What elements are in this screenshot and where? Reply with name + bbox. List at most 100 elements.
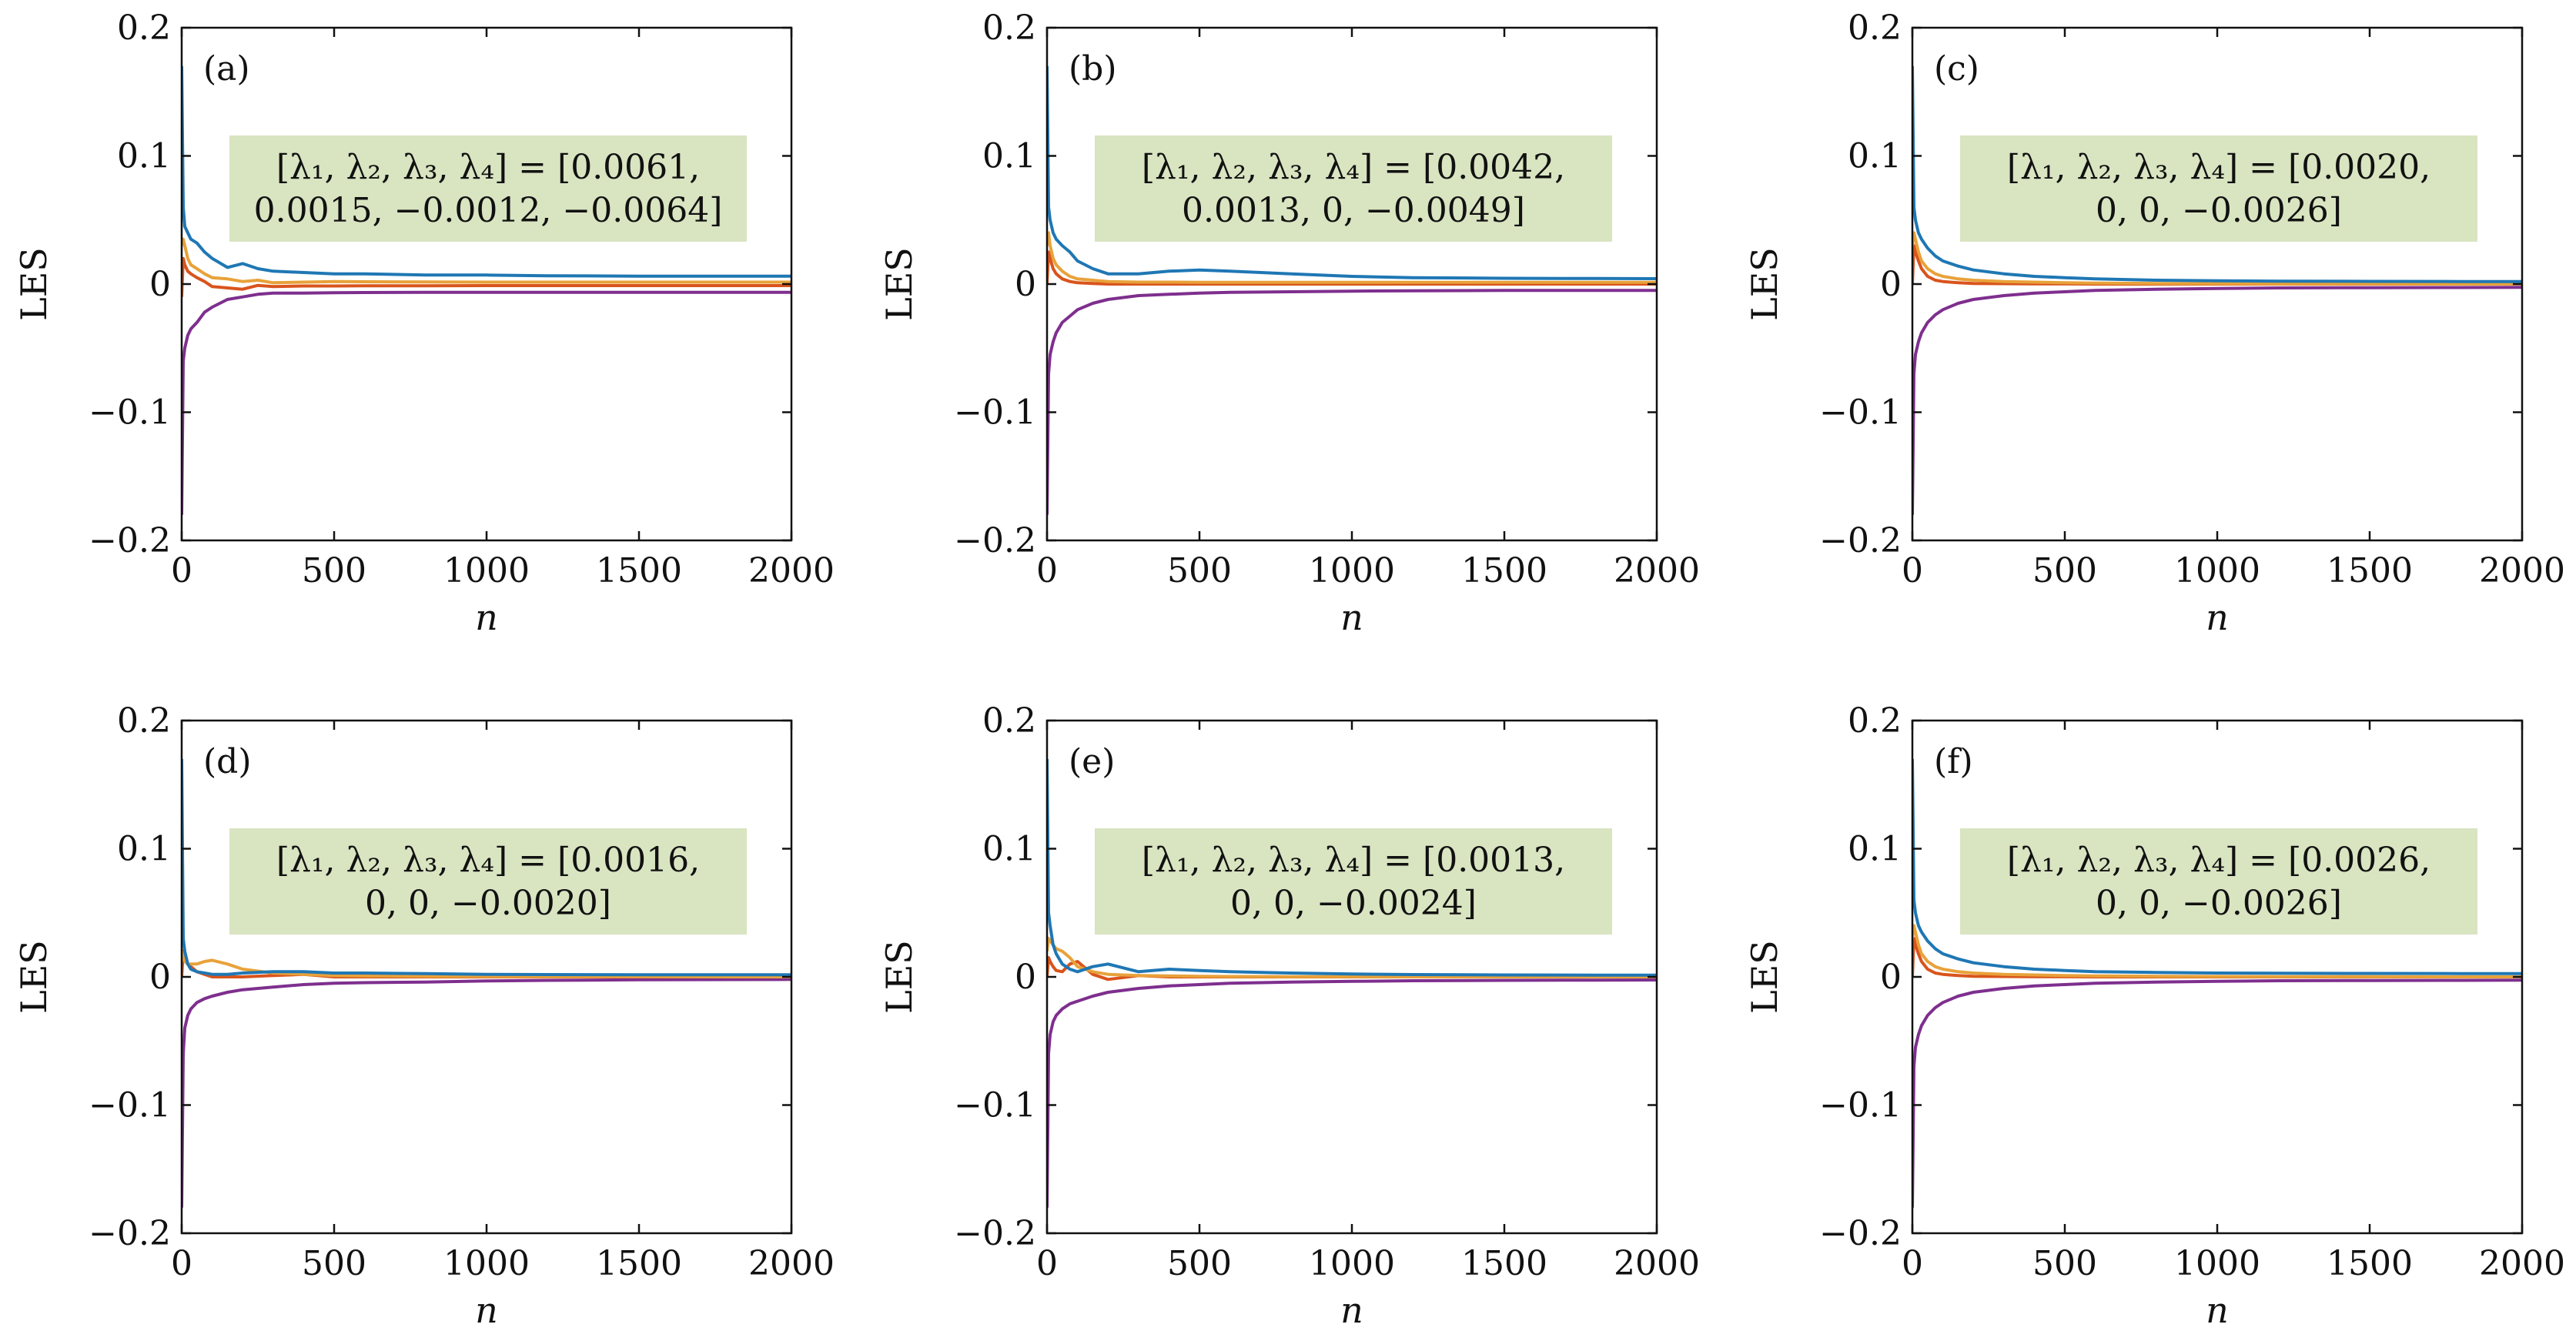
- series-line-3: [1047, 250, 1657, 286]
- series-line-4: [1047, 978, 1657, 1208]
- x-tick-label: 2000: [1614, 551, 1700, 590]
- y-tick-label: 0: [1015, 265, 1036, 304]
- y-tick-label: −0.1: [1819, 393, 1902, 433]
- x-tick-label: 0: [1902, 1244, 1923, 1283]
- series-line-4: [1912, 286, 2522, 515]
- panel-b: 0 500 1000 1500 2000 0.2 0.1 0 −0.1 −0.2 n LES (b) [λ…: [878, 8, 1700, 638]
- x-tick-label: 1000: [443, 1244, 530, 1283]
- exponents-annotation-line: 0, 0, −0.0020]: [365, 884, 611, 923]
- y-tick-label: 0: [1015, 958, 1036, 997]
- series-line-3: [182, 256, 791, 297]
- y-tick-label: 0.1: [982, 830, 1036, 869]
- series-line-4: [182, 978, 791, 1208]
- exponents-annotation-line: [λ₁, λ₂, λ₃, λ₄] = [0.0061,: [276, 148, 700, 187]
- series-line-4: [1047, 289, 1657, 515]
- exponents-annotation-box: [1960, 135, 2477, 242]
- exponents-annotation-box: [229, 828, 747, 935]
- exponents-annotation-line: [λ₁, λ₂, λ₃, λ₄] = [0.0020,: [2007, 148, 2430, 187]
- x-tick-label: 2000: [2479, 551, 2565, 590]
- series-line-3: [1912, 244, 2522, 286]
- x-axis-label: n: [1340, 597, 1363, 638]
- y-tick-label: 0.2: [117, 701, 171, 741]
- series-line-2: [182, 237, 791, 285]
- x-tick-label: 0: [171, 1244, 192, 1283]
- panel-c: 0 500 1000 1500 2000 0.2 0.1 0 −0.1 −0.2 n LES (c) [λ…: [1744, 8, 2565, 638]
- exponents-annotation-box: [1095, 135, 1612, 242]
- series-line-2: [1047, 231, 1657, 284]
- y-tick-label: 0.1: [117, 137, 171, 176]
- x-tick-label: 2000: [1614, 1244, 1700, 1283]
- y-tick-label: 0.1: [982, 137, 1036, 176]
- y-tick-label: 0.1: [117, 830, 171, 869]
- y-tick-label: −0.2: [1819, 1214, 1902, 1253]
- x-tick-label: 500: [2032, 1244, 2097, 1283]
- panel-label: (a): [203, 49, 250, 89]
- x-axis-label: n: [2206, 1289, 2229, 1331]
- x-tick-label: 500: [302, 551, 366, 590]
- exponents-annotation-line: [λ₁, λ₂, λ₃, λ₄] = [0.0026,: [2007, 841, 2430, 880]
- x-tick-label: 1500: [1461, 551, 1547, 590]
- y-tick-label: −0.1: [1819, 1086, 1902, 1125]
- x-tick-label: 0: [1902, 551, 1923, 590]
- exponents-annotation-line: [λ₁, λ₂, λ₃, λ₄] = [0.0042,: [1142, 148, 1565, 187]
- y-tick-label: 0.2: [982, 8, 1036, 48]
- panel-e: 0 500 1000 1500 2000 0.2 0.1 0 −0.1 −0.2 n LES (e) [λ…: [878, 701, 1700, 1331]
- exponents-annotation-box: [1960, 828, 2477, 935]
- panel-label: (e): [1069, 742, 1115, 781]
- series-line-2: [1912, 924, 2522, 978]
- exponents-annotation-line: 0, 0, −0.0024]: [1230, 884, 1477, 923]
- exponents-annotation-line: [λ₁, λ₂, λ₃, λ₄] = [0.0013,: [1142, 841, 1565, 880]
- y-tick-label: 0: [149, 958, 171, 997]
- y-axis-label: LES: [878, 940, 920, 1014]
- x-tick-label: 500: [1167, 551, 1232, 590]
- x-tick-label: 500: [2032, 551, 2097, 590]
- y-tick-label: 0: [149, 265, 171, 304]
- y-axis-label: LES: [1744, 940, 1785, 1014]
- x-tick-label: 1000: [443, 551, 530, 590]
- exponents-annotation-line: 0.0013, 0, −0.0049]: [1182, 191, 1525, 230]
- y-tick-label: 0.2: [1848, 8, 1902, 48]
- series-line-1: [182, 758, 791, 977]
- x-tick-label: 500: [302, 1244, 366, 1283]
- series-line-1: [1047, 65, 1657, 280]
- y-tick-label: 0.2: [117, 8, 171, 48]
- series-line-3: [1912, 937, 2522, 978]
- x-tick-label: 1000: [2174, 1244, 2260, 1283]
- x-tick-label: 2000: [748, 551, 835, 590]
- series-line-1: [1912, 65, 2522, 283]
- y-tick-label: 0: [1880, 958, 1902, 997]
- exponents-annotation-line: 0, 0, −0.0026]: [2096, 191, 2342, 230]
- y-tick-label: 0.2: [1848, 701, 1902, 741]
- x-tick-label: 1000: [1309, 551, 1395, 590]
- series-line-1: [1047, 758, 1657, 977]
- series-line-4: [182, 290, 791, 515]
- x-tick-label: 2000: [2479, 1244, 2565, 1283]
- panel-label: (b): [1069, 49, 1117, 89]
- y-tick-label: −0.2: [1819, 521, 1902, 560]
- panel-d: 0 500 1000 1500 2000 0.2 0.1 0 −0.1 −0.2 n LES (d) [λ…: [13, 701, 835, 1331]
- x-tick-label: 1500: [1461, 1244, 1547, 1283]
- panel-label: (c): [1934, 49, 1979, 89]
- exponents-annotation-line: 0.0015, −0.0012, −0.0064]: [254, 191, 723, 230]
- x-tick-label: 0: [1036, 551, 1058, 590]
- x-tick-label: 2000: [748, 1244, 835, 1283]
- x-axis-label: n: [1340, 1289, 1363, 1331]
- exponents-annotation-line: [λ₁, λ₂, λ₃, λ₄] = [0.0016,: [276, 841, 700, 880]
- y-tick-label: 0: [1880, 265, 1902, 304]
- panel-f: 0 500 1000 1500 2000 0.2 0.1 0 −0.1 −0.2 n LES (f) [λ…: [1744, 701, 2565, 1331]
- panel-a: 0 500 1000 1500 2000 0.2 0.1 0 −0.1 −0.2 n LES (a) [λ…: [13, 8, 835, 638]
- x-tick-label: 0: [171, 551, 192, 590]
- x-tick-label: 1500: [2327, 551, 2413, 590]
- y-tick-label: 0.1: [1848, 137, 1902, 176]
- y-tick-label: −0.2: [89, 1214, 171, 1253]
- panel-label: (f): [1934, 742, 1973, 781]
- y-axis-label: LES: [13, 247, 55, 321]
- x-axis-label: n: [475, 1289, 498, 1331]
- y-axis-label: LES: [13, 940, 55, 1014]
- y-tick-label: −0.2: [89, 521, 171, 560]
- series-line-1: [1912, 758, 2522, 975]
- series-line-4: [1912, 978, 2522, 1208]
- series-line-1: [182, 65, 791, 278]
- x-tick-label: 0: [1036, 1244, 1058, 1283]
